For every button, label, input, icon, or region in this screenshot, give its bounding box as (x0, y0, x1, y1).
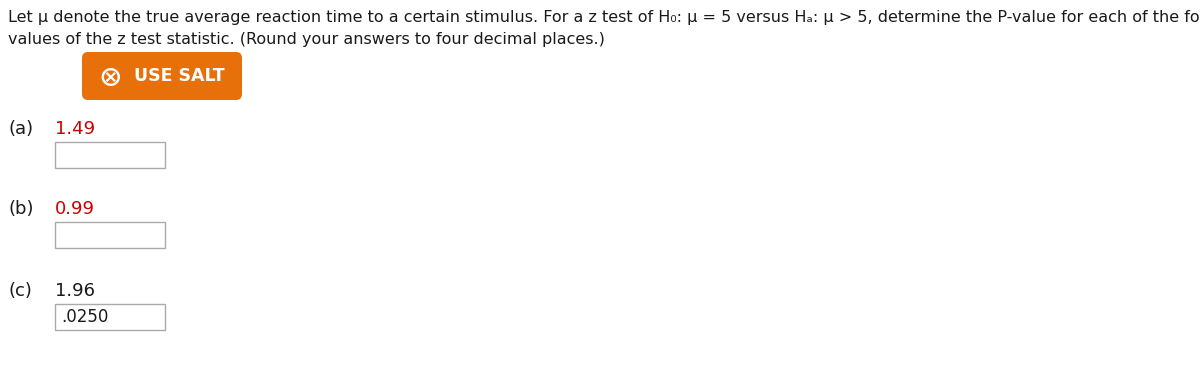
Text: (b): (b) (8, 200, 34, 218)
Text: (a): (a) (8, 120, 34, 138)
Text: ⨂: ⨂ (101, 66, 120, 85)
Text: USE SALT: USE SALT (134, 67, 226, 85)
FancyBboxPatch shape (55, 142, 166, 168)
Text: 1.96: 1.96 (55, 282, 95, 300)
Text: Let μ denote the true average reaction time to a certain stimulus. For a z test : Let μ denote the true average reaction t… (8, 10, 1200, 25)
Text: 1.49: 1.49 (55, 120, 95, 138)
Text: (c): (c) (8, 282, 32, 300)
FancyBboxPatch shape (55, 304, 166, 330)
FancyBboxPatch shape (55, 222, 166, 248)
Text: 0.99: 0.99 (55, 200, 95, 218)
Text: .0250: .0250 (61, 308, 108, 326)
Text: values of the z test statistic. (Round your answers to four decimal places.): values of the z test statistic. (Round y… (8, 32, 605, 47)
FancyBboxPatch shape (82, 52, 242, 100)
